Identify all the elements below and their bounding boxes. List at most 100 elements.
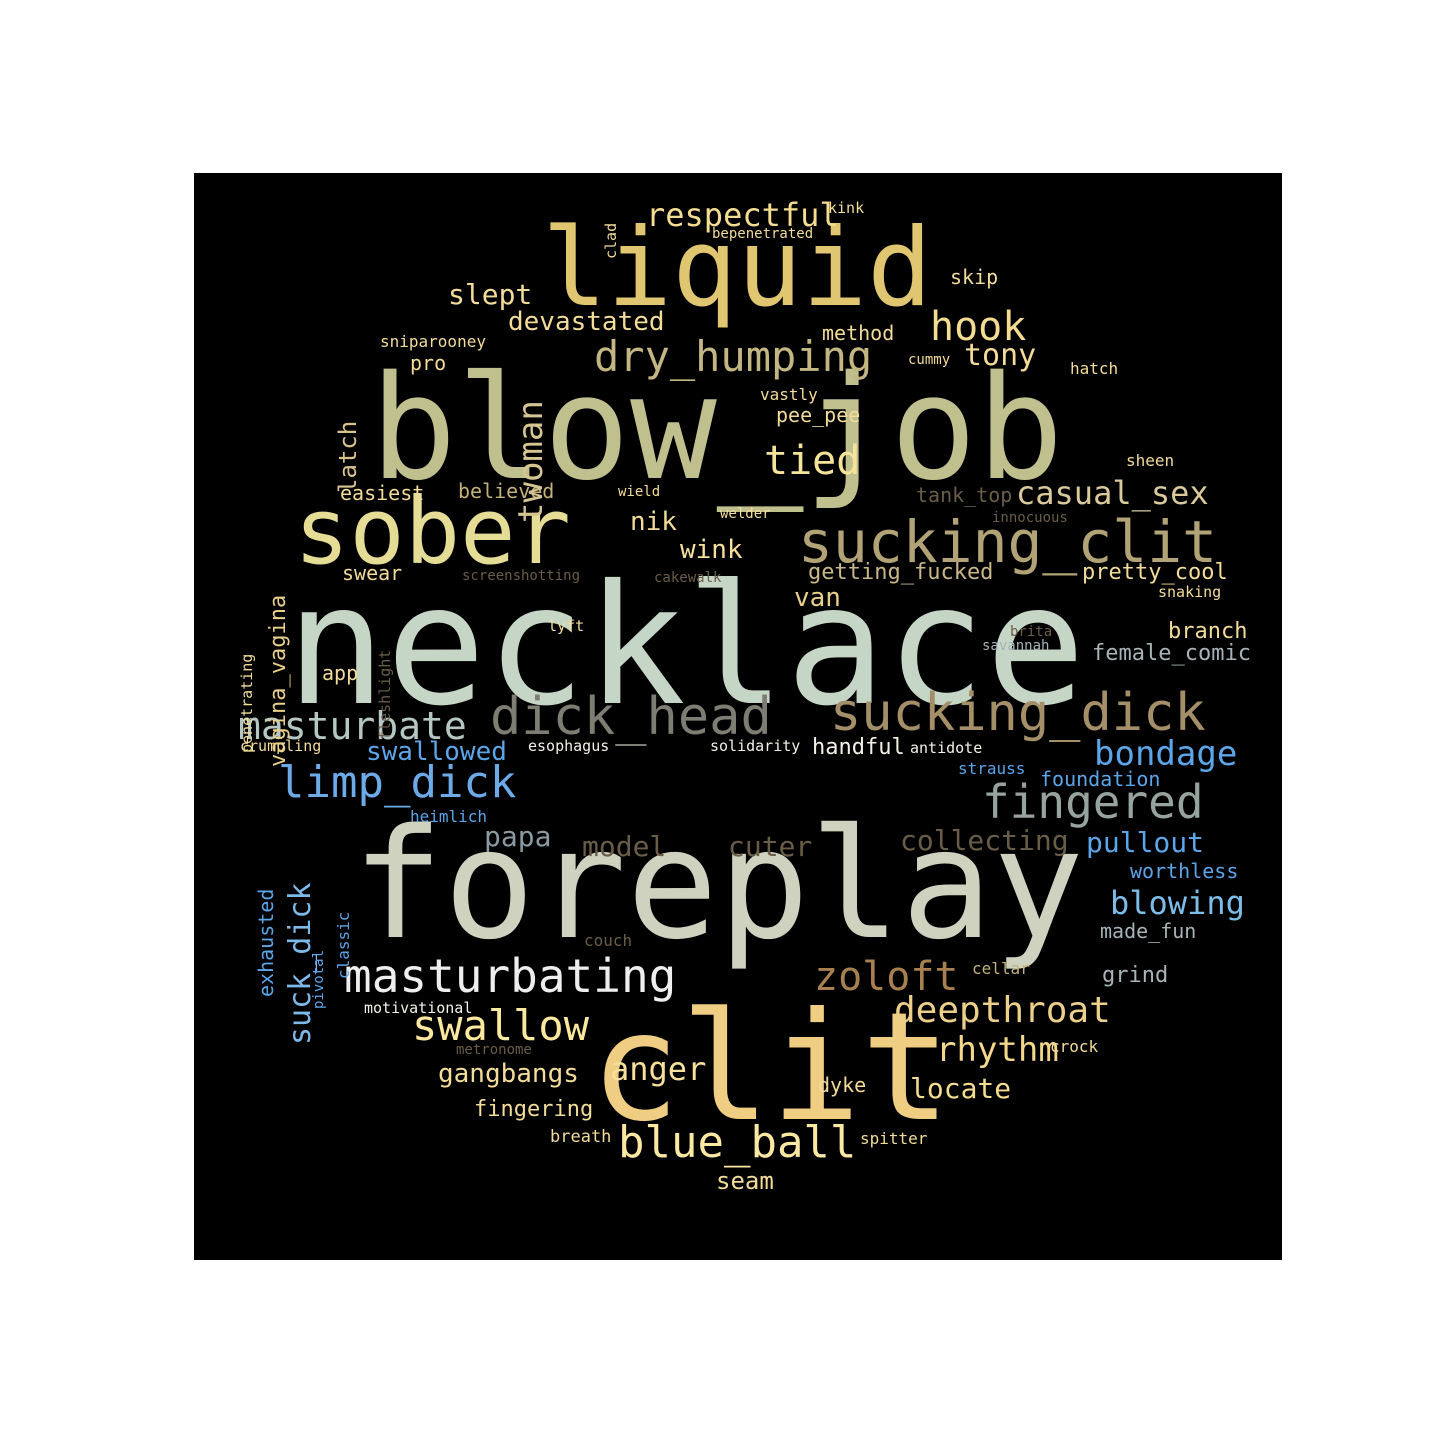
word-snaking: snaking xyxy=(1158,583,1222,601)
word-deepthroat: deepthroat xyxy=(894,990,1111,1031)
word-branch: branch xyxy=(1168,619,1248,644)
word-sheen: sheen xyxy=(1126,451,1175,470)
word-tied: tied xyxy=(764,438,861,484)
word-screenshotting: screenshotting xyxy=(462,568,581,584)
word-slept: slept xyxy=(448,278,533,311)
word-classic: classic xyxy=(334,911,353,979)
word-blue-ball: blue_ball xyxy=(618,1117,857,1168)
word-believed: believed xyxy=(458,479,555,503)
word-foreplay: foreplay xyxy=(352,796,1085,973)
word-breath: breath xyxy=(550,1127,612,1147)
word-innocuous: innocuous xyxy=(992,510,1068,526)
word-made-fun: made_fun xyxy=(1100,919,1197,943)
word-cakewalk: cakewalk xyxy=(654,570,722,586)
word-heimlich: heimlich xyxy=(410,807,488,826)
word-zoloft: zoloft xyxy=(814,954,959,1000)
word-strauss: strauss xyxy=(958,759,1026,778)
word-skip: skip xyxy=(950,265,999,289)
word-esophagus: esophagus xyxy=(528,737,610,755)
word-swallowed: swallowed xyxy=(366,737,507,767)
word-collecting: collecting xyxy=(900,824,1069,857)
word-masturbating: masturbating xyxy=(344,949,677,1003)
word-blowing: blowing xyxy=(1110,884,1245,922)
word-fleshlight: fleshlight xyxy=(376,649,394,740)
word-van: van xyxy=(794,583,841,613)
word-fingered: fingered xyxy=(982,775,1204,829)
word-blow-job: blow_job xyxy=(370,344,1064,512)
word-metronome: metronome xyxy=(456,1042,532,1058)
word-bepenetrated: bepenetrated xyxy=(712,226,814,242)
word-pretty-cool: pretty_cool xyxy=(1082,560,1228,585)
word-swallow: swallow xyxy=(412,1001,590,1050)
word-brita: brita xyxy=(1010,624,1053,640)
word-couch: couch xyxy=(584,931,633,950)
word-sucking-clit: sucking_clit xyxy=(798,508,1218,576)
word-spitter: spitter xyxy=(860,1129,928,1148)
word-liquid: liquid xyxy=(542,206,933,331)
word-casual-sex: casual_sex xyxy=(1016,474,1209,512)
word-crock: crock xyxy=(1050,1037,1099,1056)
word-pro: pro xyxy=(410,351,447,375)
word-female-comic: female_comic xyxy=(1092,641,1251,666)
word-cummy: cummy xyxy=(908,352,951,368)
word-vastly: vastly xyxy=(760,385,818,404)
word-antidote: antidote xyxy=(910,739,983,757)
word-dry-humping: dry_humping xyxy=(594,332,873,381)
word-hook: hook xyxy=(930,304,1027,350)
word-latch: latch xyxy=(334,420,362,493)
word-pullout: pullout xyxy=(1086,826,1205,859)
word-nik: nik xyxy=(630,507,677,537)
word-pivotal: pivotal xyxy=(311,949,327,1009)
word-model: model xyxy=(582,830,667,863)
word-sniparooney: sniparooney xyxy=(380,332,486,351)
word-savannah: savannah xyxy=(982,638,1050,654)
word-penetrating: penetrating xyxy=(238,653,256,753)
word-sober: sober xyxy=(294,478,571,585)
word-lyft: lyft xyxy=(548,617,585,635)
word-limp-dick: limp_dick xyxy=(278,757,517,808)
word-swear: swear xyxy=(342,561,403,585)
word-solidarity: solidarity xyxy=(710,737,801,755)
word-gangbangs: gangbangs xyxy=(438,1059,579,1089)
word-fingering: fingering xyxy=(474,1097,594,1122)
word-anger: anger xyxy=(610,1050,707,1088)
word-grind: grind xyxy=(1102,963,1169,988)
word-respectful: respectful xyxy=(646,196,839,234)
word-hatch: hatch xyxy=(1070,359,1119,378)
word-handful: handful xyxy=(812,735,905,760)
word-wink: wink xyxy=(680,535,743,565)
word-wield: wield xyxy=(618,484,661,500)
word-vagina-vagina: vagina_vagina xyxy=(266,594,291,767)
word-kink: kink xyxy=(828,199,865,217)
word-sucking-dick: sucking_dick xyxy=(830,683,1206,743)
word-rhythm: rhythm xyxy=(936,1030,1059,1070)
word-masturbate: masturbate xyxy=(238,704,467,748)
word-bondage: bondage xyxy=(1094,734,1238,774)
word-motivational: motivational xyxy=(364,999,473,1017)
word-crumpling: crumpling xyxy=(240,737,322,755)
word-twoman: twoman xyxy=(511,399,551,523)
word-method: method xyxy=(822,321,895,345)
word-papa: papa xyxy=(484,820,552,853)
word-easiest: easiest xyxy=(340,481,425,505)
word-seam: seam xyxy=(716,1167,774,1195)
word-necklace: necklace xyxy=(286,550,1086,743)
word-worthless: worthless xyxy=(1130,859,1239,883)
word-dick-head: dick_head xyxy=(490,687,772,747)
word-tony: tony xyxy=(964,338,1037,373)
word-app: app xyxy=(322,661,359,685)
word-cellar: cellar xyxy=(972,959,1030,978)
word-foundation: foundation xyxy=(1040,767,1161,791)
word-locate: locate xyxy=(910,1072,1012,1105)
word-clit: clit xyxy=(590,981,952,1155)
word-cloud-panel: necklace foreplay blow_job clit liquid s… xyxy=(194,173,1282,1260)
word-getting-fucked: getting_fucked xyxy=(808,560,994,585)
word-tank-top: tank_top xyxy=(916,483,1013,507)
word-clad: clad xyxy=(602,222,620,259)
word-pee-pee: pee_pee xyxy=(776,403,861,427)
word-cuter: cuter xyxy=(728,830,813,863)
word-devastated: devastated xyxy=(508,307,665,337)
word-dyke: dyke xyxy=(818,1073,867,1097)
word-welder: welder xyxy=(720,506,771,522)
word-exhausted: exhausted xyxy=(254,888,278,997)
